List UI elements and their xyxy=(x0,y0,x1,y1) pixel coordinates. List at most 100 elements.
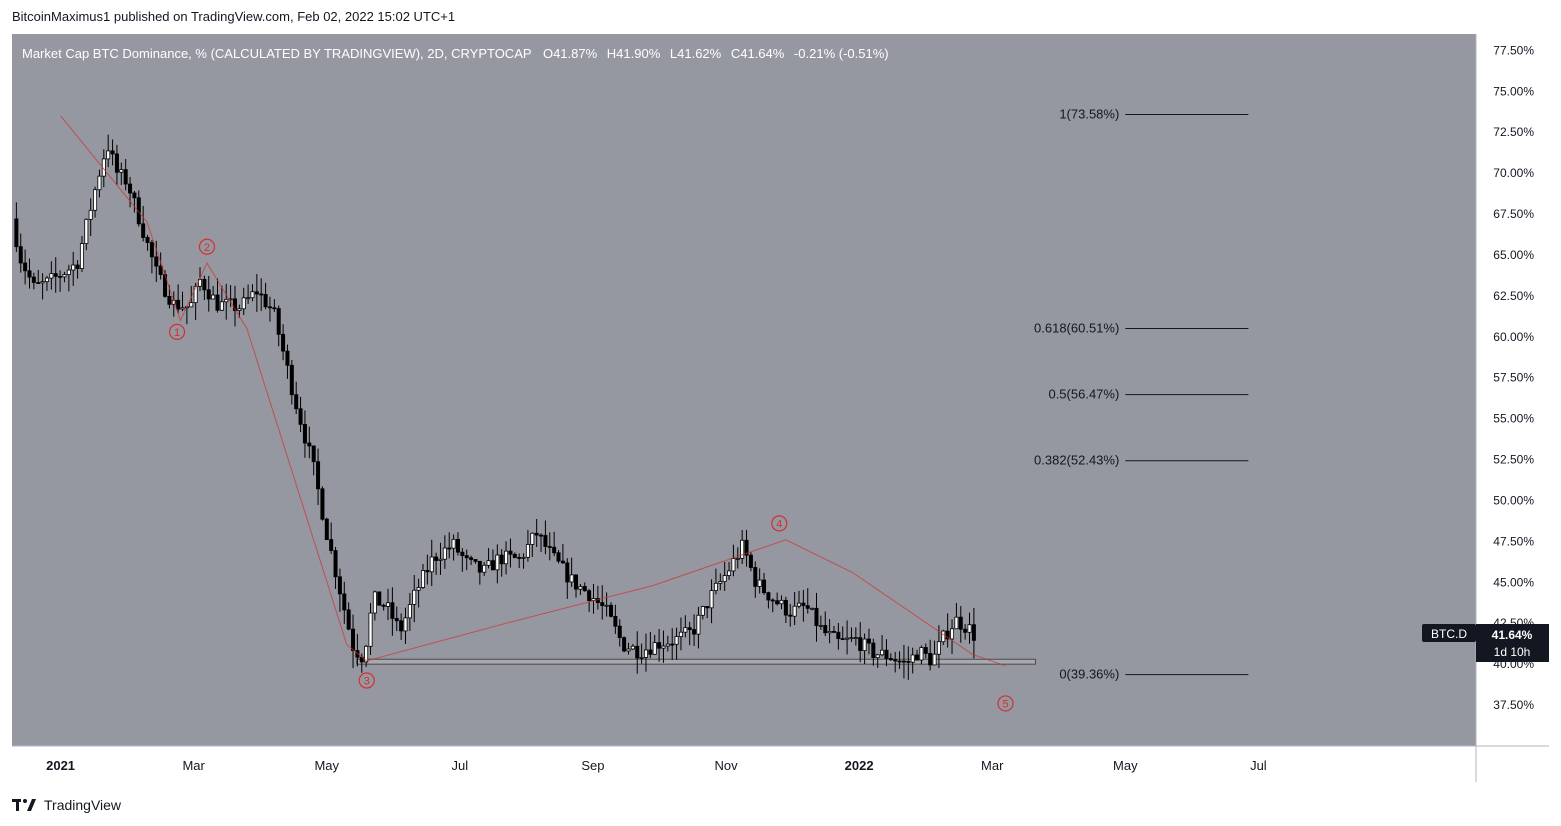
candle-body xyxy=(657,642,662,649)
candle-body xyxy=(539,534,544,537)
wave-label-circle[interactable] xyxy=(198,238,216,255)
candle-body xyxy=(862,638,867,651)
candle-body xyxy=(447,547,452,550)
candle-body xyxy=(259,293,264,296)
time-axis[interactable] xyxy=(12,746,1476,782)
plot-area[interactable] xyxy=(12,34,1476,746)
candle-body xyxy=(582,586,587,592)
candle-body xyxy=(53,273,58,277)
fib-level-label: 0.5(56.47%) xyxy=(1048,387,1119,402)
candle-body xyxy=(499,554,504,565)
candle-body xyxy=(276,308,281,335)
y-tick-label: 67.50% xyxy=(1493,207,1534,221)
x-tick-label: Jul xyxy=(1250,758,1267,773)
candle-body xyxy=(294,394,299,410)
wave-label-text: 1 xyxy=(174,327,180,339)
tradingview-brand[interactable]: TradingView xyxy=(44,797,122,813)
wave-label-circle[interactable] xyxy=(997,695,1014,712)
candle-body xyxy=(963,628,968,633)
ohlc-low-label: L xyxy=(670,46,677,61)
y-tick-label: 37.50% xyxy=(1493,698,1534,712)
candle-body xyxy=(801,602,806,607)
footer: TradingView xyxy=(12,794,121,816)
candle-body xyxy=(954,616,959,630)
time-axis-ticks: 2021 Mar May Jul Sep Nov 2022 Mar May Jul xyxy=(46,758,1267,773)
candle-body xyxy=(202,278,207,291)
candle-body xyxy=(941,630,946,643)
candle-body xyxy=(713,582,718,591)
chart-legend[interactable]: Market Cap BTC Dominance, % (CALCULATED … xyxy=(22,46,889,61)
candle-body xyxy=(289,364,294,396)
y-tick-label: 50.00% xyxy=(1493,493,1534,507)
candle-body xyxy=(316,461,321,490)
candle-body xyxy=(176,299,181,310)
tradingview-logo-icon[interactable] xyxy=(12,798,38,812)
candle-body xyxy=(206,289,211,300)
candle-body xyxy=(630,645,635,650)
candle-body xyxy=(565,562,570,583)
candle-body xyxy=(517,557,522,559)
candle-body xyxy=(241,297,246,310)
candle-body xyxy=(888,658,893,661)
candle-body xyxy=(893,659,898,662)
price-axis-ticks: 37.50%40.00%42.50%45.00%47.50%50.00%52.5… xyxy=(1493,43,1534,712)
candle-body xyxy=(648,649,653,655)
support-zone-rect[interactable] xyxy=(356,658,1036,665)
x-tick-label: Sep xyxy=(581,758,604,773)
candle-body xyxy=(31,276,36,283)
candle-body xyxy=(412,589,417,605)
wave-label-circle[interactable] xyxy=(771,515,788,532)
candle-body xyxy=(613,615,618,627)
symbol-tag[interactable]: BTC.D xyxy=(1422,624,1476,642)
price-chart[interactable]: 1 2 3 4 5 1(73.58%) 0.618(60.51%) 0.5(56.47%) 0… xyxy=(12,34,1549,782)
last-price-badge[interactable]: 41.64% 1d 10h xyxy=(1476,624,1549,662)
candle-body xyxy=(919,647,924,661)
candle-body xyxy=(910,654,915,663)
candle-body xyxy=(93,189,98,211)
candle-body xyxy=(285,350,290,366)
candle-body xyxy=(215,294,220,311)
candle-body xyxy=(372,591,377,614)
candle-body xyxy=(674,636,679,645)
candle-body xyxy=(464,555,469,559)
candle-body xyxy=(543,534,548,547)
x-tick-label: Mar xyxy=(981,758,1004,773)
candle-body xyxy=(40,281,45,284)
y-tick-label: 55.00% xyxy=(1493,412,1534,426)
candle-body xyxy=(740,539,745,559)
candle-body xyxy=(351,628,356,651)
candle-body xyxy=(324,518,329,540)
candle-body xyxy=(757,579,762,587)
candle-body xyxy=(219,301,224,311)
candle-body xyxy=(298,408,303,425)
candle-body xyxy=(97,175,102,191)
candle-body xyxy=(429,556,434,573)
wave-label-circle[interactable] xyxy=(168,323,186,340)
symbol-label: BTC.D xyxy=(1431,627,1467,641)
wave-label-text: 4 xyxy=(776,518,782,530)
candle-body xyxy=(665,643,670,647)
candle-body xyxy=(849,637,854,640)
candle-body xyxy=(678,631,683,637)
candle-body xyxy=(482,564,487,573)
wave-path[interactable] xyxy=(60,115,1006,667)
candle-body xyxy=(840,638,845,641)
candle-body xyxy=(132,192,137,199)
candle-body xyxy=(971,624,976,641)
candle-body xyxy=(534,532,539,536)
candle-body xyxy=(950,628,955,640)
candle-body xyxy=(263,294,268,308)
candle-body xyxy=(897,660,902,663)
candle-body xyxy=(880,649,885,656)
wave-label-circle[interactable] xyxy=(358,672,375,689)
ohlc-open-label: O xyxy=(543,46,553,61)
candle-body xyxy=(79,243,84,269)
y-tick-label: 77.50% xyxy=(1493,43,1534,57)
x-tick-label: May xyxy=(1113,758,1138,773)
candle-body xyxy=(709,590,714,609)
candle-body xyxy=(779,599,784,605)
candle-body xyxy=(853,637,858,640)
candle-body xyxy=(805,605,810,609)
publish-text: BitcoinMaximus1 published on TradingView… xyxy=(12,9,456,24)
candle-body xyxy=(936,641,941,655)
